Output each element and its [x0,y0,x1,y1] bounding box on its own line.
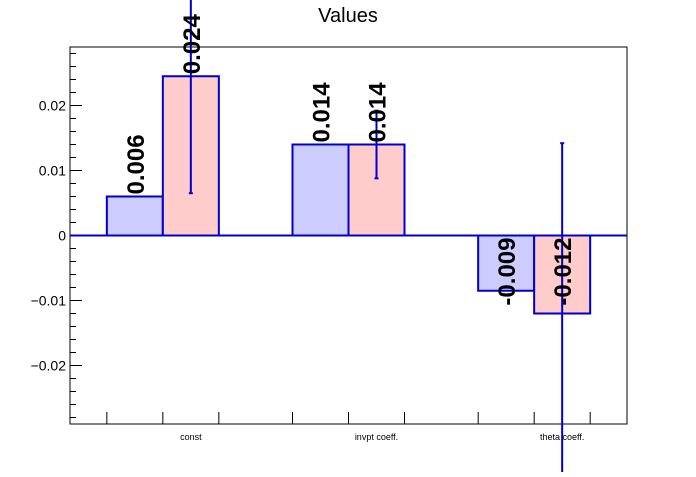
y-tick-label: −0.01 [31,293,67,309]
x-category-label: const [180,432,202,442]
bar-value-label: -0.009 [494,238,521,306]
y-tick-label: 0 [58,228,66,244]
bar-value-label: 0.014 [309,82,336,143]
bar-value-label: 0.006 [123,134,150,194]
bar [291,143,350,237]
bar [105,195,164,237]
y-tick-label: −0.02 [31,358,67,374]
bar-value-label: 0.014 [365,82,392,143]
y-tick-label: 0.02 [39,98,66,114]
chart-title: Values [318,5,378,27]
y-tick-label: 0.01 [39,163,66,179]
x-category-label: invpt coeff. [355,432,398,442]
bar-value-label: 0.024 [179,14,206,75]
bar-value-label: -0.012 [550,238,577,306]
bar [477,234,536,292]
